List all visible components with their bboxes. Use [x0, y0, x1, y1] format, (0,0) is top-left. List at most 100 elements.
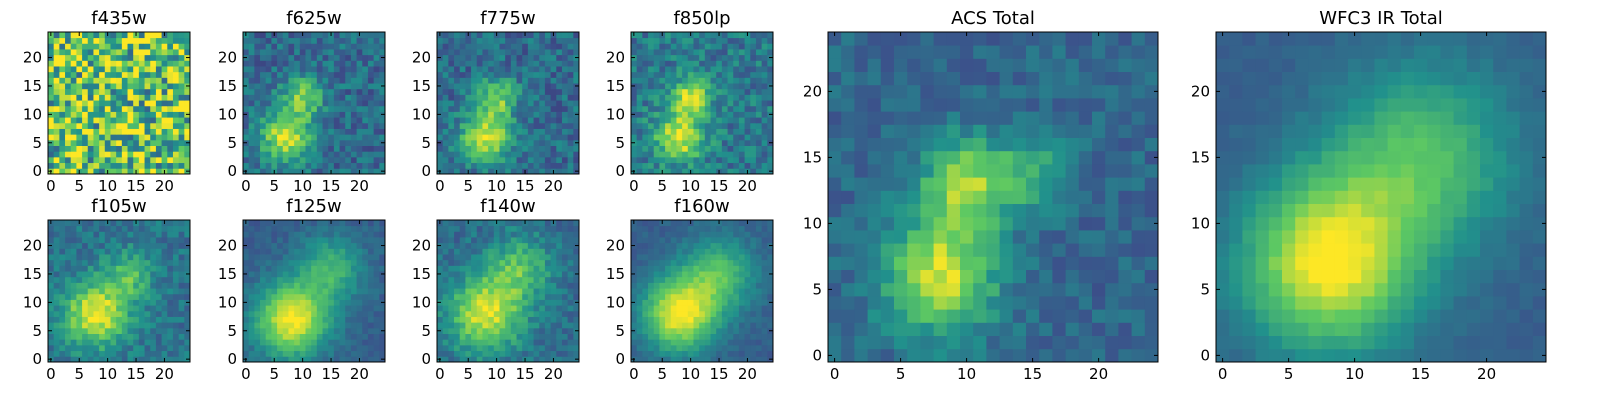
pixel-cell: [328, 259, 335, 266]
pixel-cell: [710, 305, 717, 312]
pixel-cell: [172, 248, 180, 255]
pixel-cell: [243, 43, 250, 50]
pixel-cell: [471, 327, 478, 334]
pixel-cell: [522, 231, 529, 238]
pixel-cell: [522, 117, 529, 124]
pixel-cell: [133, 117, 140, 124]
pixel-cell: [248, 77, 255, 84]
pixel-cell: [744, 151, 751, 158]
pixel-cell: [76, 111, 83, 118]
pixel-cell: [345, 288, 352, 295]
pixel-cell: [733, 88, 740, 95]
pixel-cell: [178, 83, 185, 90]
pixel-cell: [277, 122, 284, 129]
pixel-cell: [76, 139, 83, 146]
pixel-cell: [653, 105, 660, 112]
pixel-cell: [305, 60, 312, 67]
pixel-cell: [305, 327, 312, 334]
pixel-cell: [448, 128, 455, 135]
pixel-cell: [682, 139, 689, 146]
pixel-cell: [682, 100, 689, 107]
pixel-cell: [322, 265, 329, 272]
pixel-cell: [311, 145, 318, 152]
pixel-cell: [767, 105, 774, 112]
pixel-cell: [356, 350, 363, 357]
pixel-cell: [133, 122, 140, 129]
pixel-cell: [99, 276, 106, 283]
pixel-cell: [356, 305, 363, 312]
pixel-cell: [70, 271, 77, 278]
pixel-cell: [260, 350, 267, 357]
pixel-cell: [727, 316, 734, 323]
pixel-cell: [755, 305, 763, 312]
pixel-cell: [155, 83, 162, 90]
pixel-cell: [533, 162, 540, 169]
pixel-cell: [48, 333, 55, 340]
pixel-cell: [322, 60, 329, 67]
pixel-cell: [561, 60, 569, 67]
pixel-cell: [710, 122, 717, 129]
pixel-cell: [93, 128, 100, 135]
pixel-cell: [755, 156, 763, 164]
pixel-cell: [277, 145, 284, 152]
pixel-cell: [665, 327, 672, 334]
pixel-cell: [648, 139, 655, 146]
pixel-cell: [138, 145, 145, 152]
pixel-cell: [699, 156, 706, 164]
y-tick-label: 20: [412, 237, 431, 255]
pixel-cell: [328, 305, 335, 312]
pixel-cell: [648, 299, 655, 306]
pixel-cell: [116, 220, 123, 227]
pixel-cell: [127, 145, 134, 152]
pixel-cell: [110, 350, 117, 357]
pixel-cell: [710, 77, 717, 84]
pixel-cell: [104, 111, 111, 118]
pixel-cell: [110, 299, 117, 306]
pixel-cell: [516, 100, 523, 107]
pixel-cell: [687, 350, 694, 357]
pixel-cell: [362, 105, 369, 112]
pixel-cell: [665, 145, 672, 152]
pixel-cell: [339, 333, 346, 340]
pixel-cell: [482, 111, 489, 118]
pixel-cell: [104, 139, 111, 146]
pixel-cell: [155, 231, 162, 238]
pixel-cell: [133, 282, 140, 289]
pixel-cell: [459, 54, 466, 61]
pixel-cell: [150, 248, 157, 255]
pixel-cell: [305, 316, 312, 323]
pixel-cell: [311, 77, 318, 84]
pixel-cell: [648, 282, 655, 289]
pixel-cell: [716, 162, 723, 169]
pixel-cell: [727, 43, 734, 50]
pixel-cell: [670, 271, 677, 278]
pixel-cell: [172, 322, 180, 329]
pixel-cell: [362, 350, 369, 357]
pixel-cell: [127, 254, 134, 261]
pixel-cell: [442, 49, 449, 56]
pixel-cell: [522, 254, 529, 261]
pixel-cell: [367, 310, 375, 317]
pixel-cell: [544, 327, 551, 334]
pixel-cell: [648, 100, 655, 107]
pixel-cell: [448, 139, 455, 146]
pixel-cell: [459, 237, 466, 244]
pixel-cell: [488, 37, 495, 44]
pixel-cell: [379, 259, 386, 266]
pixel-cell: [99, 66, 106, 73]
pixel-cell: [636, 276, 643, 283]
pixel-cell: [133, 322, 140, 329]
pixel-cell: [687, 145, 694, 152]
pixel-cell: [138, 356, 145, 363]
pixel-cell: [48, 310, 55, 317]
pixel-cell: [744, 288, 751, 295]
pixel-cell: [184, 88, 191, 95]
pixel-cell: [70, 117, 77, 124]
pixel-cell: [53, 134, 60, 141]
pixel-cell: [761, 66, 768, 73]
pixel-cell: [767, 282, 774, 289]
pixel-cell: [172, 220, 180, 227]
pixel-cell: [345, 156, 352, 164]
pixel-cell: [76, 242, 83, 249]
